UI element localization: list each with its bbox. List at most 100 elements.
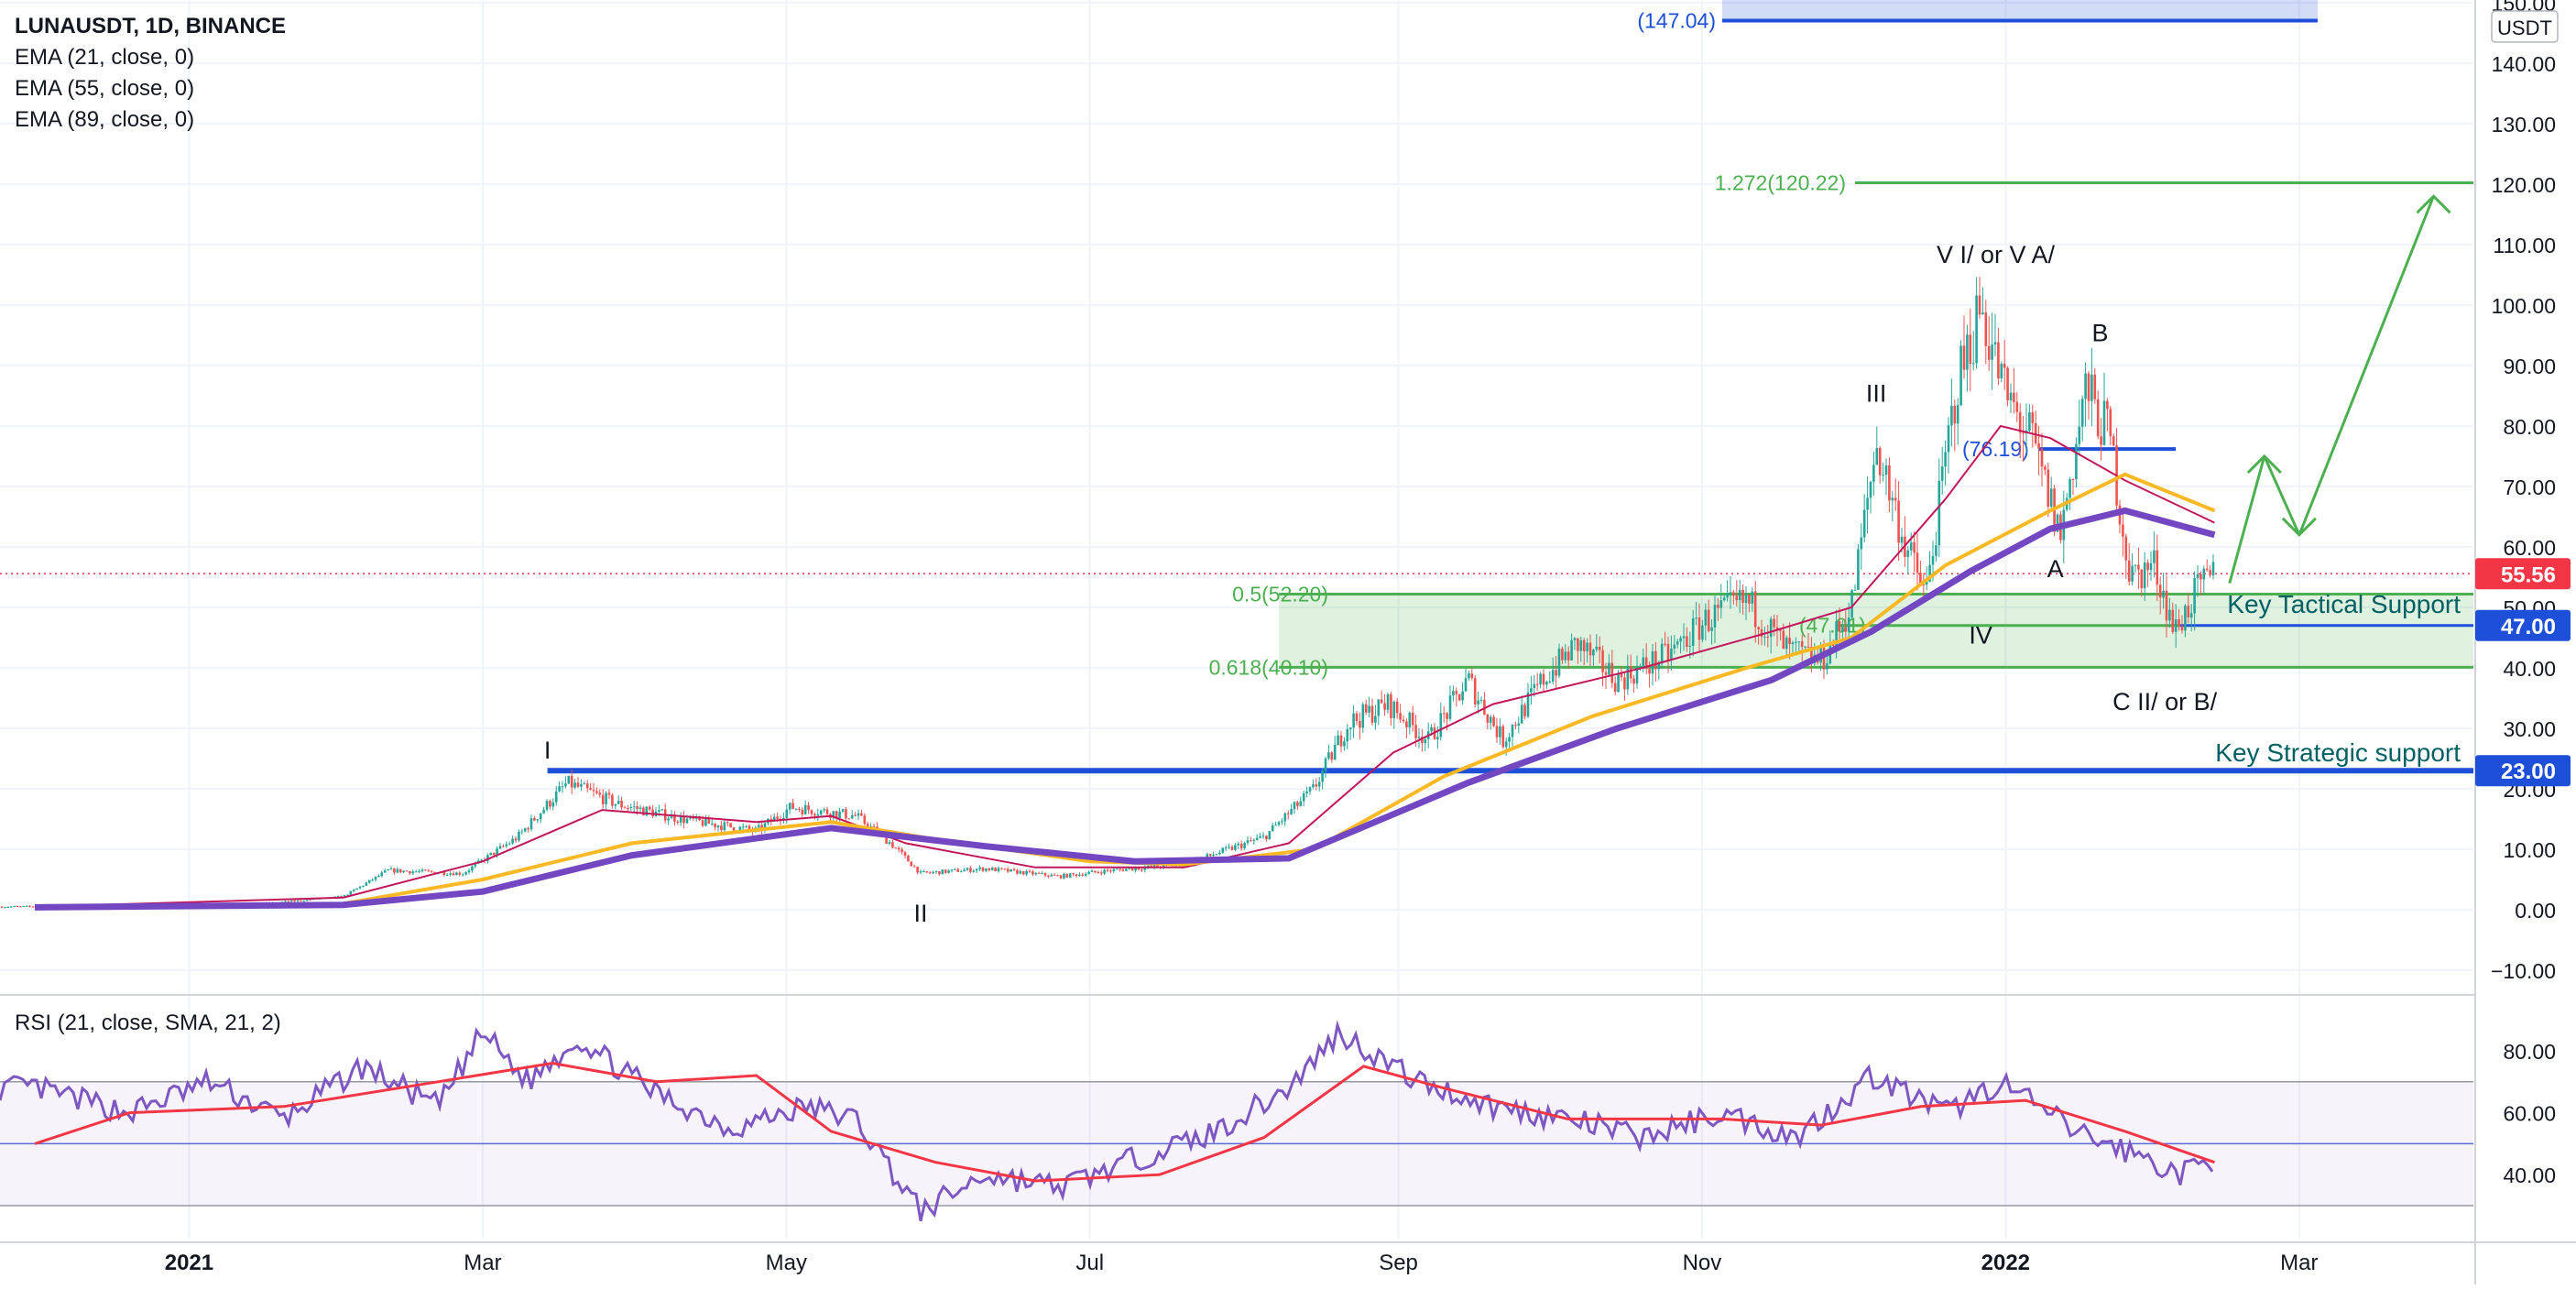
currency-label: USDT	[2497, 16, 2552, 39]
candle-body	[2037, 442, 2040, 449]
candle-body	[1106, 869, 1109, 871]
ema55-legend[interactable]: EMA (55, close, 0)	[15, 76, 195, 101]
candle-body	[1726, 593, 1729, 598]
candle	[1697, 603, 1701, 651]
candle-body	[1922, 584, 1926, 585]
candle-body	[620, 800, 623, 808]
candle	[1991, 312, 1993, 390]
candle	[498, 843, 502, 850]
candle-body	[554, 791, 558, 803]
candle	[947, 868, 950, 874]
ema89-legend[interactable]: EMA (89, close, 0)	[15, 107, 195, 132]
candle-body	[1523, 705, 1526, 717]
candle-body	[1517, 723, 1521, 726]
candle	[2084, 362, 2087, 427]
candle	[1862, 494, 1866, 543]
candle-body	[1302, 792, 1305, 802]
candle	[1956, 398, 1959, 445]
candle	[2009, 383, 2013, 414]
candle-body	[1056, 875, 1059, 877]
candle-body	[901, 849, 903, 853]
wave-label: C II/ or B/	[2112, 688, 2218, 716]
candle-body	[527, 828, 529, 830]
candle	[549, 799, 551, 810]
candle	[1025, 869, 1028, 877]
candle-body	[1075, 874, 1078, 877]
candle-body	[934, 871, 938, 873]
candle-body	[1682, 636, 1686, 639]
rsi-y-tick-label: 60.00	[2503, 1102, 2556, 1126]
candle	[614, 803, 617, 810]
candle-body	[1595, 646, 1599, 650]
candle-body	[1975, 295, 1978, 364]
candle	[1935, 531, 1937, 563]
candle	[1962, 315, 1966, 379]
candle	[1732, 589, 1735, 605]
candle-body	[1695, 617, 1697, 619]
x-tick-label: Mar	[464, 1251, 501, 1275]
candle	[1726, 580, 1729, 602]
candle-body	[932, 871, 934, 873]
candle	[1707, 599, 1710, 633]
candle	[2044, 464, 2047, 475]
candle-body	[1857, 549, 1860, 590]
rsi-y-tick-label: 80.00	[2503, 1040, 2556, 1064]
candle-body	[1417, 737, 1421, 738]
candle-body	[685, 818, 689, 824]
candle-body	[627, 807, 629, 809]
rsi-title[interactable]: RSI (21, close, SMA, 21, 2)	[15, 1010, 281, 1035]
candle-body	[1025, 870, 1028, 875]
y-tick-label: 140.00	[2492, 52, 2556, 76]
candle-body	[511, 838, 514, 844]
symbol-title[interactable]: LUNAUSDT, 1D, BINANCE	[15, 14, 287, 38]
candle	[1259, 833, 1261, 839]
candle-body	[1324, 758, 1327, 771]
candle-body	[1380, 699, 1383, 704]
candle	[1228, 843, 1230, 849]
x-tick-label: 2022	[1981, 1251, 2030, 1275]
candle	[1626, 654, 1630, 695]
candle-body	[1623, 677, 1626, 690]
candle-body	[1016, 869, 1019, 874]
ema21-legend[interactable]: EMA (21, close, 0)	[15, 45, 195, 70]
candle-body	[2153, 550, 2156, 563]
candle	[1063, 872, 1065, 880]
candle-body	[1675, 641, 1679, 645]
candle	[1722, 595, 1726, 602]
candle-body	[658, 810, 660, 812]
candle-body	[1760, 628, 1763, 637]
candle-body	[2028, 412, 2031, 431]
key-level-label: Key Strategic support	[2215, 738, 2461, 767]
candle-body	[912, 866, 916, 868]
candle-body	[1255, 837, 1259, 840]
candle	[1252, 838, 1256, 846]
candle	[349, 890, 353, 896]
candle	[2193, 571, 2196, 631]
candle	[938, 870, 941, 876]
candle-body	[420, 869, 424, 871]
strategic-support-badge-bg	[2475, 755, 2571, 787]
candle-body	[813, 814, 816, 816]
candle	[2124, 533, 2128, 579]
candle-body	[1296, 802, 1299, 806]
candle-body	[2013, 392, 2015, 402]
currency-box	[2491, 10, 2559, 43]
candle-body	[748, 825, 751, 830]
candle-body	[4, 907, 6, 909]
candle-body	[2080, 399, 2084, 427]
candle	[1535, 672, 1539, 691]
candle-body	[2090, 374, 2093, 401]
candle-body	[1370, 705, 1374, 723]
candle	[1094, 870, 1097, 874]
candle	[1804, 645, 1806, 650]
candle	[997, 866, 1000, 873]
candle-body	[2015, 401, 2019, 412]
candle-body	[1566, 651, 1570, 661]
candle	[1555, 656, 1557, 689]
candle	[418, 868, 420, 874]
candle-body	[1520, 705, 1523, 724]
candle	[1601, 645, 1604, 687]
candle	[365, 881, 368, 887]
